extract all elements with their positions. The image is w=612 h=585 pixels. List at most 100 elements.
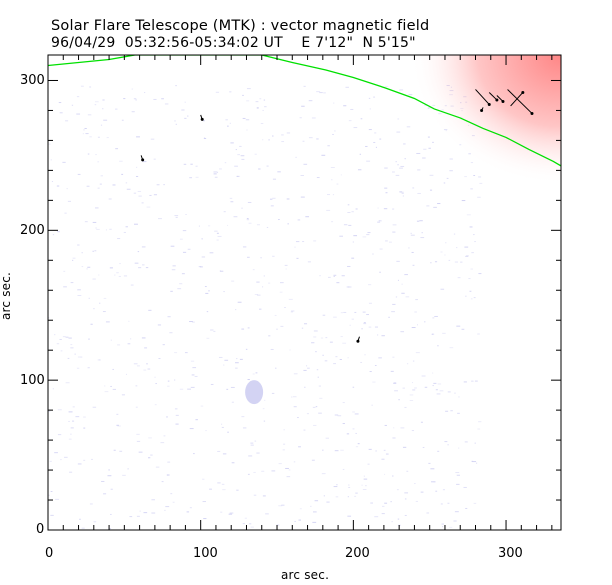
negative-field-spot: [245, 380, 264, 405]
field-pixel: [256, 107, 259, 109]
field-pixel: [97, 161, 100, 163]
field-pixel: [401, 292, 405, 294]
field-pixel: [393, 382, 397, 384]
field-pixel: [174, 352, 178, 354]
field-pixel: [293, 396, 297, 398]
field-pixel: [105, 229, 108, 231]
field-pixel: [401, 283, 403, 285]
field-pixel: [219, 168, 222, 170]
field-pixel: [280, 325, 284, 327]
field-pixel: [431, 481, 435, 483]
field-pixel: [94, 250, 97, 252]
field-pixel: [415, 352, 420, 354]
field-pixel: [164, 103, 169, 105]
field-pixel: [470, 298, 473, 300]
field-pixel: [175, 123, 177, 125]
field-pixel: [151, 512, 156, 514]
field-pixel: [437, 383, 442, 385]
field-pixel: [385, 453, 389, 455]
field-pixel: [70, 282, 74, 284]
y-tick-label: 300: [20, 73, 45, 88]
field-pixel: [155, 383, 157, 385]
field-pixel: [411, 251, 414, 253]
field-pixel: [288, 469, 291, 471]
field-pixel: [117, 238, 121, 240]
field-pixel: [202, 501, 207, 503]
field-pixel: [123, 275, 128, 277]
field-pixel: [372, 381, 376, 383]
field-pixel: [363, 323, 367, 325]
field-pixel: [198, 225, 200, 227]
field-pixel: [52, 388, 54, 390]
field-pixel: [221, 426, 224, 428]
field-vector-head: [530, 111, 534, 115]
field-pixel: [414, 387, 417, 389]
field-pixel: [203, 518, 207, 520]
field-pixel: [101, 480, 105, 482]
field-pixel: [333, 274, 337, 276]
field-pixel: [320, 337, 324, 339]
field-pixel: [474, 442, 476, 444]
field-pixel: [417, 192, 421, 194]
field-pixel: [121, 173, 124, 175]
field-pixel: [175, 85, 177, 87]
field-pixel: [214, 176, 218, 178]
field-pixel: [210, 383, 214, 385]
field-pixel: [430, 468, 435, 470]
field-pixel: [105, 321, 110, 323]
field-pixel: [116, 413, 119, 415]
field-pixel: [233, 216, 238, 218]
field-pixel: [355, 432, 357, 434]
field-pixel: [229, 512, 234, 514]
field-pixel: [70, 347, 74, 349]
field-pixel: [63, 286, 67, 288]
field-pixel: [362, 236, 367, 238]
field-pixel: [408, 247, 410, 249]
field-pixel: [162, 344, 165, 346]
field-pixel: [122, 474, 126, 476]
field-pixel: [368, 302, 372, 304]
field-pixel: [397, 279, 399, 281]
field-pixel: [250, 526, 254, 528]
field-pixel: [392, 437, 396, 439]
field-pixel: [435, 389, 438, 391]
field-pixel: [55, 498, 60, 500]
field-pixel: [312, 406, 316, 408]
field-pixel: [125, 373, 127, 375]
field-pixel: [189, 507, 192, 509]
field-pixel: [270, 348, 274, 350]
field-pixel: [449, 347, 454, 349]
field-pixel: [302, 241, 305, 243]
field-pixel: [315, 351, 317, 353]
field-pixel: [326, 194, 331, 196]
field-pixel: [300, 196, 305, 198]
field-pixel: [221, 483, 225, 485]
field-pixel: [50, 514, 54, 516]
field-pixel: [146, 363, 148, 365]
field-pixel: [385, 192, 388, 194]
field-pixel: [247, 473, 250, 475]
field-pixel: [336, 484, 338, 486]
field-pixel: [92, 406, 97, 408]
field-pixel: [290, 311, 294, 313]
field-pixel: [110, 488, 113, 490]
field-pixel: [406, 470, 409, 472]
field-pixel: [136, 515, 140, 517]
field-pixel: [48, 143, 51, 145]
field-pixel: [305, 216, 310, 218]
field-pixel: [220, 511, 223, 513]
field-vector: [510, 92, 524, 107]
field-pixel: [278, 505, 283, 507]
field-pixel: [411, 327, 416, 329]
field-pixel: [89, 86, 92, 88]
field-pixel: [313, 511, 317, 513]
field-pixel: [343, 311, 347, 313]
field-pixel: [348, 120, 352, 122]
field-pixel: [121, 394, 125, 396]
field-pixel: [323, 92, 326, 94]
field-pixel: [84, 127, 87, 129]
field-vector: [475, 89, 490, 105]
y-axis-label: arc sec.: [0, 271, 14, 321]
field-pixel: [334, 450, 339, 452]
field-pixel: [363, 475, 365, 477]
